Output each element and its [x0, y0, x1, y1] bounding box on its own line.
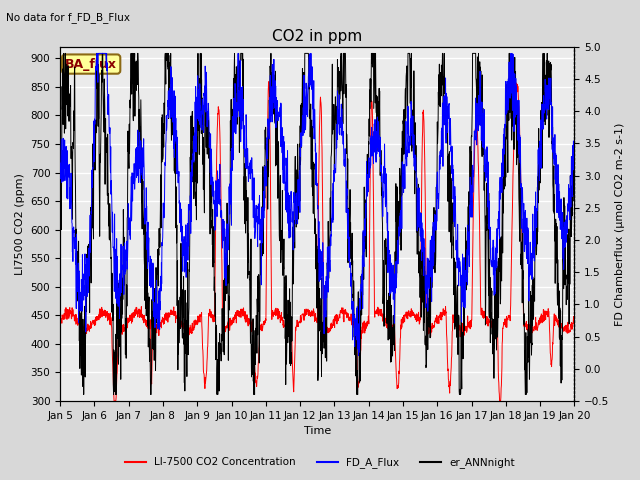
Y-axis label: FD Chamberflux (μmol CO2 m-2 s-1): FD Chamberflux (μmol CO2 m-2 s-1): [615, 122, 625, 325]
Text: BA_flux: BA_flux: [65, 58, 117, 71]
X-axis label: Time: Time: [303, 426, 331, 436]
Legend: LI-7500 CO2 Concentration, FD_A_Flux, er_ANNnight: LI-7500 CO2 Concentration, FD_A_Flux, er…: [121, 453, 519, 472]
Y-axis label: LI7500 CO2 (ppm): LI7500 CO2 (ppm): [15, 173, 25, 275]
Title: CO2 in ppm: CO2 in ppm: [272, 29, 362, 44]
Text: No data for f_FD_B_Flux: No data for f_FD_B_Flux: [6, 12, 131, 23]
